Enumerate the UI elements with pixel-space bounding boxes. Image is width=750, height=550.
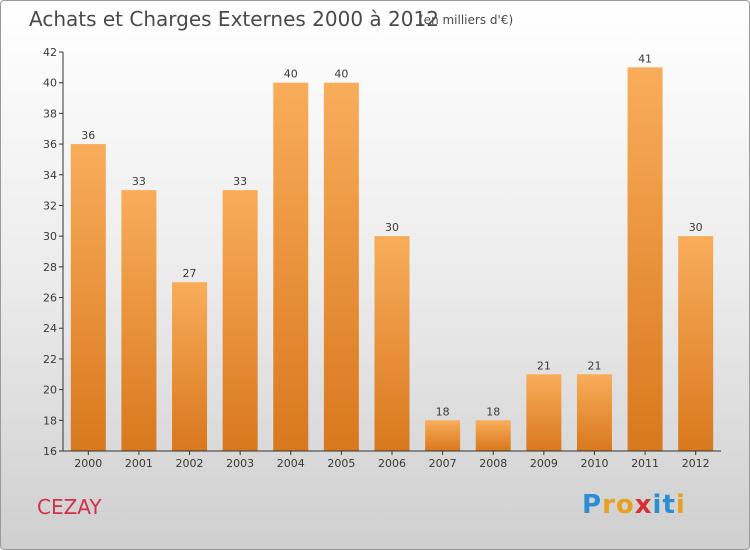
y-tick-label: 36: [43, 138, 57, 151]
bar: [526, 374, 562, 451]
bar: [222, 190, 258, 451]
data-label: 30: [385, 221, 399, 234]
x-tick-label: 2004: [277, 457, 305, 470]
x-tick-label: 2001: [125, 457, 153, 470]
data-label: 33: [233, 175, 247, 188]
bar: [172, 282, 208, 451]
x-tick-label: 2005: [327, 457, 355, 470]
data-label: 18: [436, 405, 450, 418]
logo-letter: o: [615, 490, 635, 520]
bar: [425, 420, 461, 451]
x-tick-label: 2000: [74, 457, 102, 470]
y-tick-label: 26: [43, 292, 57, 305]
y-tick-label: 28: [43, 261, 57, 274]
bar: [70, 144, 106, 452]
bars: 36 33 27 33 40 40 30 18 18 21 21 41 30: [70, 52, 714, 452]
y-tick-label: 42: [43, 46, 57, 59]
y-tick-label: 22: [43, 353, 57, 366]
proxiti-logo: Proxiti: [582, 490, 686, 520]
y-axis: 16 18 20 22 24 26 28 30 32 34 36 38 40 42: [43, 46, 64, 458]
x-tick-label: 2009: [530, 457, 558, 470]
data-label: 33: [132, 175, 146, 188]
bar: [678, 236, 714, 451]
bar: [121, 190, 157, 451]
data-label: 27: [183, 267, 197, 280]
logo-letter: i: [675, 490, 686, 520]
logo-letter: x: [634, 490, 653, 520]
data-label: 30: [689, 221, 703, 234]
y-tick-label: 20: [43, 384, 57, 397]
logo-letter: t: [662, 490, 676, 520]
y-tick-label: 18: [43, 414, 57, 427]
y-tick-label: 32: [43, 199, 57, 212]
x-axis: 2000 2001 2002 2003 2004 2005 2006 2007 2008 2009…: [63, 450, 721, 470]
data-label: 21: [537, 359, 551, 372]
x-tick-label: 2006: [378, 457, 406, 470]
bar: [627, 67, 663, 451]
data-label: 36: [81, 129, 95, 142]
data-label: 40: [334, 68, 348, 81]
data-label: 40: [284, 68, 298, 81]
bar: [475, 420, 511, 451]
bar: [576, 374, 612, 451]
x-tick-label: 2012: [682, 457, 710, 470]
bar: [273, 82, 309, 451]
y-tick-label: 38: [43, 107, 57, 120]
y-tick-label: 24: [43, 322, 57, 335]
x-tick-label: 2010: [580, 457, 608, 470]
logo-letter: i: [652, 490, 663, 520]
x-tick-label: 2008: [479, 457, 507, 470]
data-label: 41: [638, 52, 652, 65]
x-tick-label: 2011: [631, 457, 659, 470]
chart-subtitle: (en milliers d'€): [419, 13, 514, 27]
x-tick-label: 2003: [226, 457, 254, 470]
x-tick-label: 2007: [429, 457, 457, 470]
y-tick-label: 16: [43, 445, 57, 458]
bar: [374, 236, 410, 451]
x-tick-label: 2002: [176, 457, 204, 470]
data-label: 18: [486, 405, 500, 418]
city-name: CEZAY: [37, 495, 102, 519]
logo-letter: r: [602, 490, 616, 520]
data-label: 21: [587, 359, 601, 372]
y-tick-label: 30: [43, 230, 57, 243]
logo-letter: P: [582, 490, 603, 520]
bar: [323, 82, 359, 451]
chart-title: Achats et Charges Externes 2000 à 2012: [29, 7, 439, 31]
y-tick-label: 40: [43, 77, 57, 90]
y-tick-label: 34: [43, 169, 57, 182]
